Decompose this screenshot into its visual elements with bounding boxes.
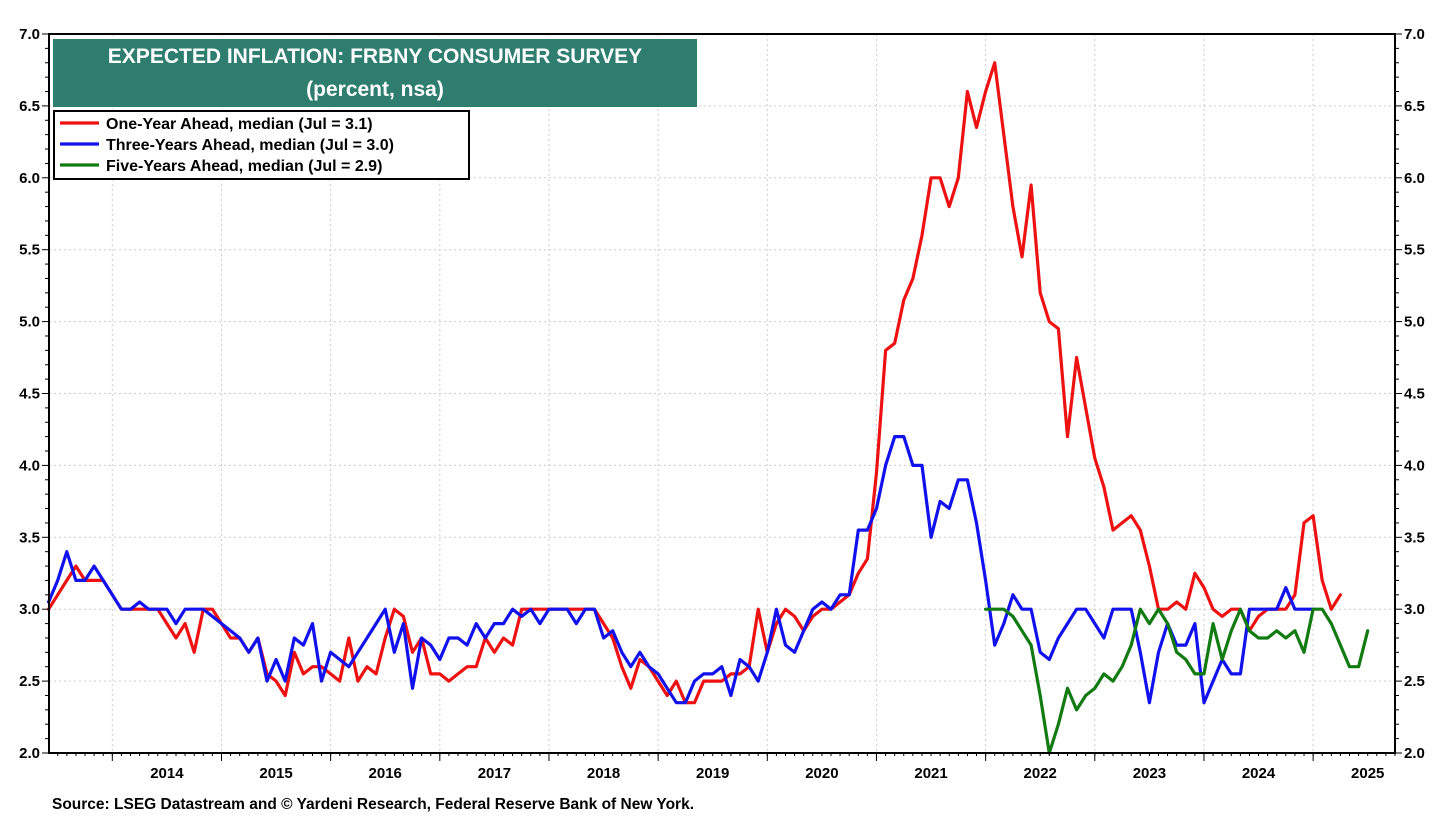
y-tick-label-right: 2.5 — [1404, 673, 1425, 690]
x-tick-label: 2019 — [696, 765, 729, 782]
title-box: EXPECTED INFLATION: FRBNY CONSUMER SURVE… — [53, 39, 697, 107]
axis-layer: 7.0 7.0 6.5 6.5 6.0 6.0 5.5 5.5 5.0 5.0 4.5 4.5 4.0 4… — [19, 26, 1425, 782]
x-tick-label: 2024 — [1242, 765, 1276, 782]
y-tick-label-left: 7.0 — [19, 26, 40, 43]
y-tick-label-right: 4.5 — [1404, 386, 1425, 403]
x-tick-label: 2015 — [259, 765, 292, 782]
y-tick-label-left: 6.5 — [19, 98, 40, 115]
x-tick-label: 2025 — [1351, 765, 1384, 782]
y-tick-label-left: 2.0 — [19, 745, 40, 762]
legend-box — [53, 110, 470, 180]
y-tick-label-left: 2.5 — [19, 673, 40, 690]
y-tick-label-left: 4.0 — [19, 457, 40, 474]
y-tick-label-right: 4.0 — [1404, 457, 1425, 474]
source-note: Source: LSEG Datastream and © Yardeni Re… — [52, 796, 694, 813]
y-tick-label-right: 3.0 — [1404, 601, 1425, 618]
y-tick-label-left: 4.5 — [19, 386, 40, 403]
y-tick-label-left: 5.5 — [19, 242, 40, 259]
legend-label-1: One-Year Ahead, median (Jul = 3.1) — [106, 116, 373, 133]
y-tick-label-right: 5.0 — [1404, 314, 1425, 331]
y-tick-label-left: 3.5 — [19, 529, 40, 546]
grid-layer — [49, 34, 1395, 753]
y-tick-label-left: 6.0 — [19, 170, 40, 187]
x-tick-label: 2014 — [150, 765, 184, 782]
x-tick-label: 2018 — [587, 765, 620, 782]
y-tick-label-right: 7.0 — [1404, 26, 1425, 43]
y-tick-label-left: 5.0 — [19, 314, 40, 331]
x-tick-label: 2016 — [369, 765, 402, 782]
chart-title: EXPECTED INFLATION: FRBNY CONSUMER SURVE… — [108, 45, 642, 68]
legend-label-3: Five-Years Ahead, median (Jul = 2.9) — [106, 158, 382, 175]
x-tick-label: 2023 — [1133, 765, 1166, 782]
y-tick-label-right: 3.5 — [1404, 529, 1425, 546]
y-tick-label-left: 3.0 — [19, 601, 40, 618]
y-tick-label-right: 6.5 — [1404, 98, 1425, 115]
legend-label-2: Three-Years Ahead, median (Jul = 3.0) — [106, 137, 394, 154]
y-tick-label-right: 5.5 — [1404, 242, 1425, 259]
x-tick-label: 2017 — [478, 765, 511, 782]
chart-subtitle: (percent, nsa) — [306, 78, 444, 101]
x-tick-label: 2021 — [914, 765, 947, 782]
x-tick-label: 2020 — [805, 765, 838, 782]
series-line-2 — [46, 435, 1315, 705]
y-tick-label-right: 2.0 — [1404, 745, 1425, 762]
y-tick-label-right: 6.0 — [1404, 170, 1425, 187]
x-tick-label: 2022 — [1024, 765, 1057, 782]
legend: One-Year Ahead, median (Jul = 3.1) Three-… — [53, 110, 470, 180]
title-background — [53, 39, 697, 107]
